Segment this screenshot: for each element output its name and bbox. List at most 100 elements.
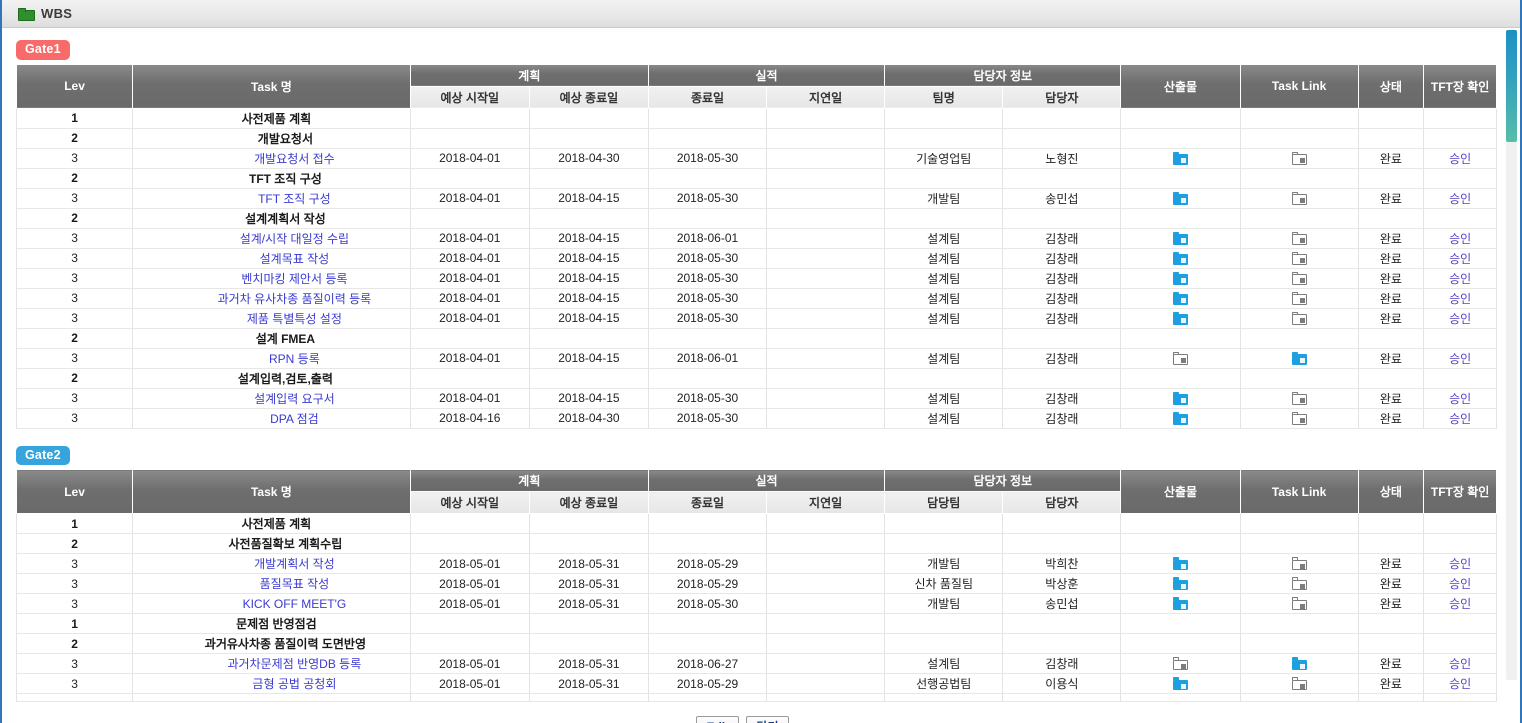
cell-deliverable[interactable] [1120,147,1241,169]
table-row[interactable]: 3 제품 특별특성 설정 2018-04-01 2018-04-15 2018-05-3… [15,307,1497,329]
col-task-name[interactable]: Task 명 [132,63,411,109]
cell-tft-confirm[interactable]: 승인 [1423,387,1497,409]
cell-task-name[interactable]: 품질목표 작성 [132,573,411,594]
col-plan-start[interactable]: 예상 시작일 [409,85,530,109]
col-state[interactable]: 상태 [1357,63,1425,109]
folder-icon[interactable] [1291,271,1307,285]
cell-tft-confirm[interactable]: 승인 [1423,593,1497,614]
table-row[interactable]: 3 KICK OFF MEET'G 2018-05-01 2018-05-31 2018… [15,593,1497,614]
table-row[interactable]: 2 설계입력,검토,출력 [15,367,1497,389]
vertical-scrollbar-track[interactable] [1506,30,1517,680]
col-owner-person[interactable]: 담당자 [1002,491,1122,514]
col-actual-end[interactable]: 종료일 [647,85,768,109]
folder-icon[interactable] [1291,151,1307,165]
folder-icon[interactable] [1291,597,1307,610]
cell-deliverable[interactable] [1120,573,1241,594]
col-plan-end[interactable]: 예상 종료일 [528,491,649,514]
table-row[interactable]: 3 과거차 유사차종 품질이력 등록 2018-04-01 2018-04-15 201… [15,287,1497,309]
col-deliverable[interactable]: 산출물 [1120,63,1241,109]
table-row[interactable]: 3 TFT 조직 구성 2018-04-01 2018-04-15 2018-05-30… [15,187,1497,209]
table-row[interactable]: 3 개발요청서 접수 2018-04-01 2018-04-30 2018-05-30 기… [15,147,1497,169]
cell-deliverable[interactable] [1120,307,1241,329]
cell-task-name[interactable]: 과거차 유사차종 품질이력 등록 [132,287,411,309]
cell-tft-confirm[interactable]: 승인 [1423,267,1497,289]
cell-task-name[interactable]: 제품 특별특성 설정 [132,307,411,329]
folder-icon[interactable] [1172,557,1188,570]
folder-icon[interactable] [1291,391,1307,405]
folder-icon[interactable] [1172,351,1188,365]
folder-icon[interactable] [1291,657,1307,670]
table-row[interactable]: 3 설계입력 요구서 2018-04-01 2018-04-15 2018-05-30 설… [15,387,1497,409]
cell-task-name[interactable]: RPN 등록 [132,347,411,369]
cell-tft-confirm[interactable]: 승인 [1423,573,1497,594]
cell-tft-confirm[interactable]: 승인 [1423,553,1497,574]
folder-icon[interactable] [1172,291,1188,305]
col-owner-team[interactable]: 팀명 [884,85,1004,109]
cell-task-link[interactable] [1239,287,1359,309]
col-delay-days[interactable]: 지연일 [766,491,886,514]
table-row[interactable]: 2 설계 FMEA [15,327,1497,349]
cell-task-link[interactable] [1239,347,1359,369]
cell-deliverable[interactable] [1120,267,1241,289]
folder-icon[interactable] [1291,291,1307,305]
col-lev[interactable]: Lev [15,63,134,109]
folder-icon[interactable] [1172,271,1188,285]
folder-icon[interactable] [1291,191,1307,205]
cell-tft-confirm[interactable]: 승인 [1423,307,1497,329]
col-tft-confirm[interactable]: TFT장 확인 [1423,63,1497,109]
table-row[interactable]: 1 문제점 반영점검 [15,613,1497,634]
table-row[interactable]: 3 DPA 점검 2018-04-16 2018-04-30 2018-05-30 설계팀… [15,407,1497,429]
table-row[interactable]: 3 과거차문제점 반영DB 등록 2018-05-01 2018-05-31 2018-… [15,653,1497,674]
cell-tft-confirm[interactable]: 승인 [1423,187,1497,209]
table-row[interactable]: 1 사전제품 계획 [15,107,1497,129]
cell-task-link[interactable] [1239,673,1359,694]
cell-task-name[interactable]: 개발요청서 접수 [132,147,411,169]
folder-icon[interactable] [1172,391,1188,405]
table-row[interactable]: 3 개발계획서 작성 2018-05-01 2018-05-31 2018-05-29 개… [15,553,1497,574]
cell-deliverable[interactable] [1120,227,1241,249]
table-row[interactable]: 3 RPN 등록 2018-04-01 2018-04-15 2018-06-01 설계팀… [15,347,1497,369]
cell-task-link[interactable] [1239,573,1359,594]
cell-task-link[interactable] [1239,653,1359,674]
folder-icon[interactable] [1172,191,1188,205]
cell-deliverable[interactable] [1120,247,1241,269]
folder-icon[interactable] [1172,151,1188,165]
folder-icon[interactable] [1172,311,1188,325]
cell-task-name[interactable]: 벤치마킹 제안서 등록 [132,267,411,289]
col-owner-person[interactable]: 담당자 [1002,85,1122,109]
cell-deliverable[interactable] [1120,387,1241,409]
folder-icon[interactable] [1291,557,1307,570]
cell-deliverable[interactable] [1120,287,1241,309]
col-tft-confirm[interactable]: TFT장 확인 [1423,469,1497,514]
cell-task-link[interactable] [1239,187,1359,209]
table-row-clipped[interactable] [15,693,1497,702]
cell-deliverable[interactable] [1120,347,1241,369]
table-row[interactable]: 3 벤치마킹 제안서 등록 2018-04-01 2018-04-15 2018-05-… [15,267,1497,289]
folder-icon[interactable] [1291,677,1307,690]
cell-task-link[interactable] [1239,553,1359,574]
cell-tft-confirm[interactable]: 승인 [1423,147,1497,169]
cell-task-name[interactable]: 과거차문제점 반영DB 등록 [132,653,411,674]
col-plan-start[interactable]: 예상 시작일 [409,491,530,514]
col-task-link[interactable]: Task Link [1239,469,1359,514]
col-task-link[interactable]: Task Link [1239,63,1359,109]
cell-deliverable[interactable] [1120,653,1241,674]
table-row[interactable]: 3 품질목표 작성 2018-05-01 2018-05-31 2018-05-29 신차… [15,573,1497,594]
cell-task-link[interactable] [1239,147,1359,169]
cell-task-link[interactable] [1239,267,1359,289]
folder-icon[interactable] [1291,411,1307,425]
cell-task-name[interactable]: 설계목표 작성 [132,247,411,269]
wbs-scroll-area[interactable]: Gate1 Lev Task 명 계획 실적 담당자 정보 산출물 Task Link 상태 TF… [2,28,1520,723]
folder-icon[interactable] [1172,597,1188,610]
table-row[interactable]: 2 사전품질확보 계획수립 [15,533,1497,554]
folder-icon[interactable] [1172,411,1188,425]
cell-tft-confirm[interactable]: 승인 [1423,227,1497,249]
cell-deliverable[interactable] [1120,407,1241,429]
folder-icon[interactable] [1291,231,1307,245]
folder-icon[interactable] [1172,677,1188,690]
table-row[interactable]: 3 설계/시작 대일정 수립 2018-04-01 2018-04-15 2018-06… [15,227,1497,249]
cell-deliverable[interactable] [1120,187,1241,209]
vertical-scrollbar-thumb[interactable] [1506,30,1517,142]
cell-task-link[interactable] [1239,227,1359,249]
table-row[interactable]: 2 과거유사차종 품질이력 도면반영 [15,633,1497,654]
